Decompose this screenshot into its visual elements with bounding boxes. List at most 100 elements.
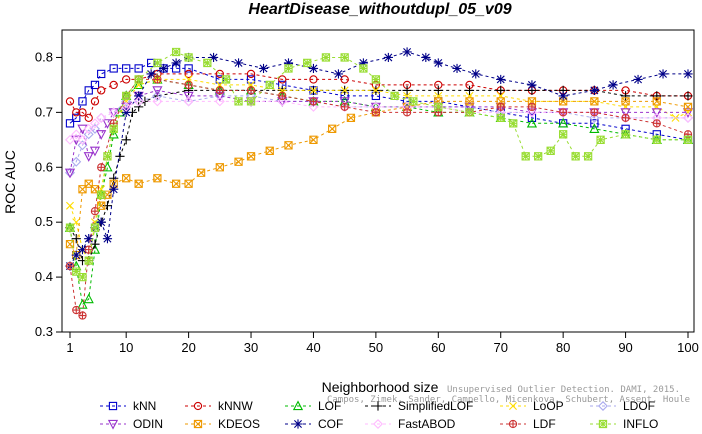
data-point — [590, 97, 599, 106]
data-point — [103, 152, 112, 161]
data-point — [421, 52, 431, 63]
data-point — [246, 97, 256, 106]
data-point — [371, 86, 380, 95]
data-point — [527, 80, 537, 90]
x-tick-label: 30 — [244, 340, 258, 355]
data-point — [184, 53, 193, 62]
data-point — [196, 168, 206, 177]
x-tick-label: 40 — [306, 340, 320, 355]
data-point — [558, 91, 568, 101]
data-point — [333, 69, 344, 79]
data-point — [97, 163, 106, 172]
data-point — [108, 107, 119, 118]
legend-item: LDOF — [590, 399, 655, 413]
legend-label: FastABOD — [398, 417, 456, 431]
data-point — [184, 179, 193, 188]
data-point — [321, 53, 331, 62]
data-point — [620, 108, 631, 118]
legend: kNN kNNW LOF SimplifiedLOF LoOP LDOF ODIN KDEOS… — [100, 399, 658, 431]
data-point — [133, 96, 144, 107]
data-point — [97, 190, 106, 199]
legend-marker — [108, 401, 118, 411]
data-point — [620, 91, 631, 101]
legend-label: kNN — [133, 399, 156, 413]
data-point — [246, 86, 256, 95]
data-point — [284, 141, 293, 150]
data-point — [371, 75, 381, 84]
data-point — [246, 152, 256, 161]
data-point — [78, 272, 87, 282]
data-point — [658, 69, 668, 79]
data-point — [89, 244, 101, 254]
data-point — [109, 184, 119, 194]
data-point — [78, 97, 87, 106]
legend-marker — [598, 401, 608, 411]
data-point — [97, 201, 106, 210]
data-point — [284, 64, 293, 73]
data-point — [84, 256, 93, 265]
series-layer — [64, 47, 694, 320]
data-point — [133, 79, 144, 90]
data-point — [146, 69, 156, 79]
data-point — [465, 97, 474, 106]
data-point — [433, 85, 443, 95]
watermark-line-1: Unsupervised Outlier Detection. DAMI, 20… — [447, 385, 680, 395]
data-point — [559, 130, 568, 139]
data-point — [265, 80, 274, 90]
data-point — [184, 69, 193, 79]
data-point — [90, 207, 100, 216]
data-point — [109, 64, 118, 73]
data-point — [465, 108, 474, 117]
legend-marker — [509, 402, 517, 410]
data-point — [621, 97, 630, 106]
data-point — [89, 118, 100, 129]
data-point — [583, 152, 593, 161]
data-point — [527, 113, 537, 123]
legend-label: LoOP — [533, 399, 564, 413]
legend-item: FastABOD — [365, 417, 456, 431]
series-line-ldf — [69, 78, 689, 317]
data-point — [571, 152, 580, 161]
data-point — [558, 117, 569, 128]
data-point — [71, 129, 82, 140]
legend-item: SimplifiedLOF — [365, 399, 473, 413]
legend-label: KDEOS — [218, 417, 260, 431]
data-point — [246, 69, 256, 79]
data-point — [72, 108, 81, 117]
data-point — [402, 47, 412, 57]
data-point — [278, 75, 287, 84]
data-point — [102, 161, 113, 172]
data-point — [96, 130, 107, 140]
data-point — [152, 96, 163, 107]
data-point — [308, 63, 319, 74]
data-point — [121, 107, 131, 117]
legend-marker — [508, 419, 518, 429]
data-point — [97, 86, 106, 95]
data-point — [72, 113, 81, 123]
data-point — [153, 75, 162, 84]
y-tick-label: 0.6 — [35, 159, 53, 174]
data-point — [258, 63, 269, 74]
data-point — [84, 86, 93, 95]
y-tick-label: 0.8 — [35, 49, 53, 64]
data-point — [526, 107, 537, 118]
x-tick-label: 70 — [493, 340, 507, 355]
x-tick-label: 80 — [556, 340, 570, 355]
legend-item: LOF — [285, 399, 341, 413]
legend-marker — [107, 419, 119, 430]
series-line-knnw — [69, 73, 688, 119]
data-point — [90, 239, 100, 249]
data-point — [496, 113, 505, 123]
x-tick-label: 100 — [677, 340, 699, 355]
data-point — [496, 74, 506, 85]
data-point — [621, 130, 630, 139]
data-point — [265, 146, 274, 155]
data-point — [89, 146, 101, 157]
data-point — [208, 52, 219, 63]
data-point — [464, 85, 475, 95]
data-point — [83, 293, 94, 304]
data-point — [84, 245, 93, 254]
data-point — [102, 234, 113, 244]
data-point — [277, 96, 288, 107]
legend-item: ODIN — [100, 417, 163, 431]
